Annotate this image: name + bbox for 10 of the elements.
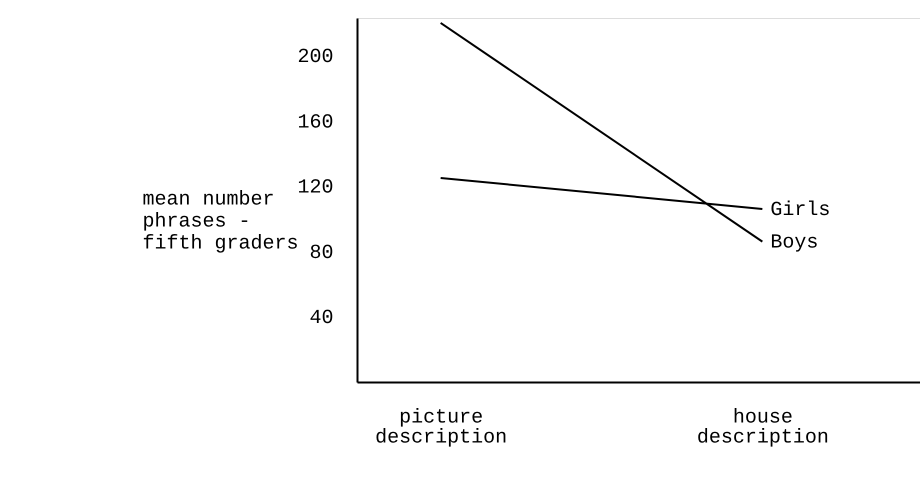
y-tick-label: 200 bbox=[297, 46, 334, 70]
x-tick-label: house description bbox=[696, 406, 829, 450]
y-tick-label: 160 bbox=[297, 111, 334, 134]
y-tick-label: 40 bbox=[309, 307, 334, 330]
y-tick-label: 80 bbox=[309, 242, 334, 265]
y-axis-title: mean number phrases - fifth graders bbox=[142, 188, 299, 256]
x-tick-label: picture description bbox=[375, 406, 508, 450]
series-label: Girls bbox=[770, 198, 830, 222]
y-tick-label: 120 bbox=[297, 176, 334, 200]
series-label: Boys bbox=[770, 232, 818, 255]
